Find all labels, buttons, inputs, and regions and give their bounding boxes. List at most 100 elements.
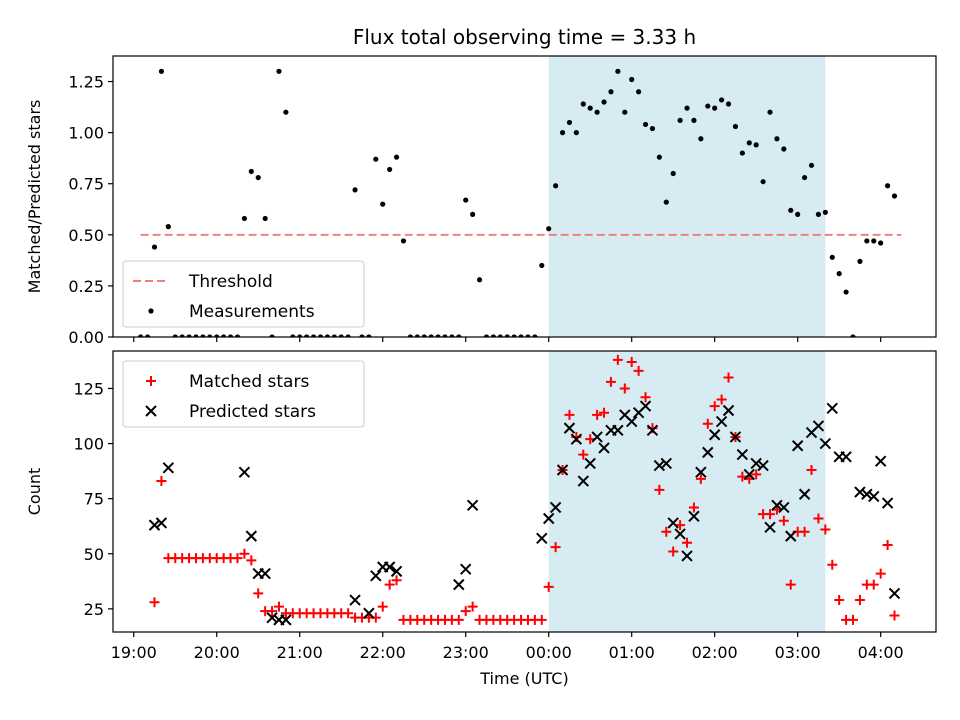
data-point: [774, 136, 780, 142]
data-point: [702, 446, 714, 459]
data-point: [407, 334, 413, 337]
data-point: [642, 121, 649, 128]
data-point: [622, 109, 628, 115]
data-point: [324, 334, 330, 337]
data-point: [359, 334, 365, 337]
y-tick-label: 0.25: [68, 277, 104, 296]
x-tick-label: 02:00: [692, 643, 738, 662]
data-point: [483, 334, 490, 337]
data-point: [688, 510, 700, 523]
data-point: [269, 334, 275, 337]
data-point: [649, 125, 656, 132]
data-point: [549, 501, 562, 514]
x-tick-label: 20:00: [194, 643, 240, 662]
y-tick-label: 0.75: [68, 175, 104, 194]
data-point: [267, 606, 278, 617]
data-point: [559, 130, 566, 136]
data-point: [795, 211, 801, 217]
data-point: [421, 334, 427, 337]
data-point: [148, 519, 161, 531]
data-point: [476, 277, 483, 283]
data-point: [280, 614, 292, 626]
data-point: [366, 334, 372, 337]
data-point: [391, 575, 402, 586]
data-point: [234, 334, 241, 337]
data-point: [463, 197, 469, 203]
data-point: [808, 162, 815, 168]
data-point: [460, 606, 471, 617]
data-point: [387, 166, 393, 173]
data-point: [156, 476, 167, 487]
data-point: [262, 215, 268, 222]
data-point: [695, 473, 706, 484]
data-point: [739, 150, 745, 156]
legend-label: Predicted stars: [189, 402, 316, 422]
data-point: [836, 271, 842, 277]
data-point: [815, 211, 822, 217]
series-matched-stars: [149, 354, 900, 625]
data-point: [138, 334, 144, 337]
data-point: [663, 199, 669, 205]
data-point: [826, 402, 838, 415]
data-point: [750, 457, 762, 470]
data-point: [612, 354, 623, 365]
data-point: [878, 240, 884, 246]
data-point: [518, 334, 524, 337]
data-point: [532, 334, 538, 337]
data-point: [428, 334, 434, 337]
data-point: [656, 154, 662, 160]
data-point: [380, 201, 386, 207]
data-point: [729, 431, 742, 443]
data-point: [556, 464, 569, 476]
data-point: [172, 334, 178, 337]
data-point: [165, 224, 171, 230]
data-point: [757, 459, 769, 472]
data-point: [736, 448, 749, 461]
data-point: [854, 595, 865, 606]
data-point: [343, 608, 354, 619]
data-point: [345, 334, 351, 337]
data-point: [820, 524, 831, 535]
data-point: [383, 561, 396, 573]
data-point: [625, 415, 638, 428]
data-point: [781, 146, 787, 152]
x-tick-label: 23:00: [443, 643, 489, 662]
data-point: [709, 401, 720, 412]
data-point: [276, 68, 282, 74]
bottom-panel: 25 50 75 100 125 19:00 20:00 21:00 22:00 23:00 00:…: [25, 350, 937, 688]
data-point: [248, 168, 254, 175]
y-tick-label: 25: [84, 600, 104, 619]
data-point: [470, 211, 476, 217]
data-point: [871, 238, 877, 244]
data-point: [778, 515, 789, 526]
data-point: [584, 457, 596, 470]
data-point: [241, 215, 248, 222]
data-point: [149, 597, 160, 608]
data-point: [732, 123, 739, 130]
data-point: [801, 174, 808, 181]
data-point: [158, 68, 165, 74]
data-point: [612, 424, 624, 437]
data-point: [283, 109, 289, 115]
data-point: [490, 334, 496, 337]
data-point: [681, 550, 693, 562]
data-point: [304, 334, 310, 337]
data-point: [633, 365, 644, 376]
data-point: [536, 532, 548, 545]
data-point: [884, 183, 891, 189]
data-point: [812, 420, 825, 432]
data-point: [453, 614, 464, 625]
data-point: [155, 517, 168, 529]
data-point: [764, 521, 776, 534]
data-point: [674, 528, 686, 540]
data-point: [857, 258, 863, 264]
data-point: [238, 466, 251, 478]
data-point: [578, 449, 589, 460]
data-point: [702, 418, 713, 429]
data-point: [363, 607, 375, 619]
legend-box: [122, 360, 365, 428]
data-point: [723, 372, 734, 383]
data-point: [677, 117, 683, 123]
data-point: [791, 440, 804, 452]
